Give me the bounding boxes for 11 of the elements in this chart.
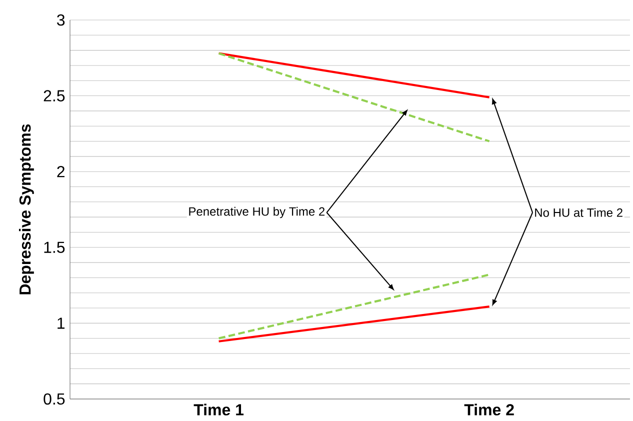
y-tick-label: 2.5 xyxy=(44,90,65,102)
x-tick-label: Time 1 xyxy=(194,404,244,416)
y-tick-label: 1 xyxy=(58,318,65,329)
y-tick-label: 1.5 xyxy=(44,242,65,253)
y-axis-title: Depressive Symptoms xyxy=(18,124,34,294)
y-tick-label: 2 xyxy=(57,166,64,178)
y-tick-label: 3 xyxy=(57,14,65,26)
annotation: No HU at Time 2 xyxy=(535,208,622,217)
y-tick-label: 0.5 xyxy=(44,393,65,405)
x-tick-label: Time 2 xyxy=(464,404,514,416)
annotation: Penetrative HU by Time 2 xyxy=(189,206,325,218)
